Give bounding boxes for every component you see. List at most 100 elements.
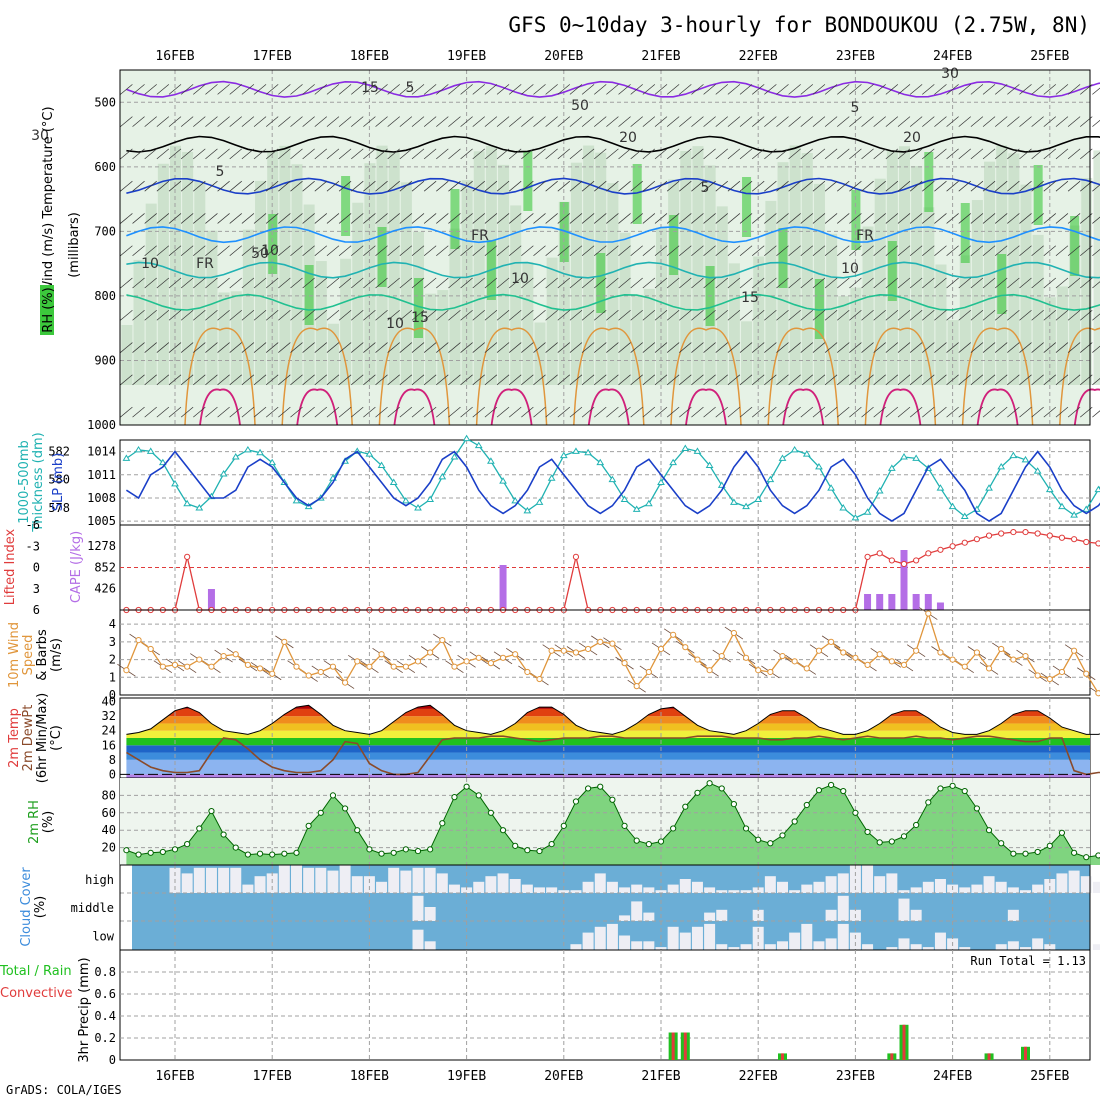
- cape-bar: [900, 550, 908, 610]
- rh-shade: [145, 203, 157, 385]
- wind-barb: [922, 374, 935, 386]
- wind-barb: [436, 342, 449, 353]
- wind-speed-marker: [645, 668, 652, 676]
- wind-barb: [909, 342, 923, 353]
- thickness-marker: [730, 498, 738, 505]
- wind-barb: [679, 180, 692, 192]
- wind-barb: [278, 213, 291, 224]
- wind-barb: [217, 245, 230, 256]
- wind-barb: [739, 245, 753, 256]
- wind-barb: [751, 84, 765, 95]
- wind-barb: [849, 374, 862, 386]
- li-marker: [1034, 530, 1041, 537]
- date-label-top: 17FEB: [253, 49, 292, 64]
- wind-barb: [302, 213, 315, 224]
- wind-barb: [897, 84, 911, 95]
- wind-barb: [144, 342, 157, 353]
- wind-barb: [630, 116, 643, 127]
- wind-barb: [934, 342, 947, 353]
- li-marker: [949, 543, 956, 550]
- wind-barb: [812, 374, 826, 386]
- temperature-contour: [126, 80, 1100, 98]
- wind-barb: [399, 374, 413, 386]
- wind-barb: [691, 277, 704, 289]
- wind-barb: [363, 374, 376, 386]
- wind-barb: [594, 84, 607, 95]
- wind-barb: [521, 406, 534, 418]
- wind-barb: [448, 374, 461, 386]
- wind-barb: [229, 148, 242, 160]
- wind-barb: [703, 180, 716, 192]
- wind-barb: [448, 310, 461, 321]
- wind-barb: [727, 310, 741, 321]
- wind-barb: [193, 116, 206, 127]
- wind-barb: [1007, 84, 1020, 95]
- wind-barb: [1055, 406, 1069, 418]
- wind-barb: [168, 406, 182, 418]
- warm-contour: [184, 327, 256, 426]
- wind-barb: [1043, 374, 1057, 386]
- rh-shade: [1044, 297, 1056, 385]
- wind-tick-label: 2: [109, 653, 116, 667]
- wind-barb: [666, 406, 680, 418]
- rh-shade: [1081, 177, 1093, 385]
- wind-barb: [715, 245, 728, 256]
- wind-barb: [205, 342, 218, 353]
- wind-barb: [569, 310, 583, 321]
- rh2m-marker: [1058, 829, 1066, 836]
- wind-barb: [399, 342, 413, 353]
- wind-barb: [581, 116, 595, 127]
- rh-shade: [498, 164, 510, 385]
- rh-moist-cell: [924, 152, 934, 212]
- wind-barb: [387, 213, 400, 224]
- rh-moist-cell: [742, 177, 752, 237]
- wind-barb: [217, 277, 230, 289]
- wind-barb: [885, 84, 899, 95]
- wind-barb: [338, 245, 352, 256]
- warm-contour: [864, 327, 937, 426]
- wind-barb: [423, 245, 437, 256]
- wind-barb: [654, 213, 668, 224]
- wind-barb: [436, 406, 449, 418]
- wind-barb: [679, 310, 692, 321]
- wind-barb: [642, 245, 656, 256]
- wind-barb: [326, 148, 340, 160]
- wind-speed-marker: [852, 654, 859, 661]
- wind-barb: [715, 406, 728, 418]
- wind-barb: [654, 277, 668, 289]
- wind-barb: [229, 342, 242, 353]
- rh2m-marker: [220, 831, 227, 838]
- temperature-contour: [126, 177, 1100, 195]
- panel-frame-precip: [119, 949, 1091, 1061]
- wind-barb: [545, 310, 558, 321]
- wind-barb: [581, 84, 595, 95]
- wind-barb: [484, 148, 498, 160]
- wind-barb: [168, 342, 182, 353]
- wind-barb: [156, 342, 170, 353]
- cloud-high-bar: [631, 884, 643, 893]
- date-label-bottom: 21FEB: [641, 1069, 680, 1084]
- rh-shade: [425, 293, 437, 385]
- wind-speed-marker: [925, 610, 932, 617]
- wind-barb: [338, 213, 352, 224]
- wind-barb: [253, 406, 267, 418]
- wind-barb: [180, 84, 194, 95]
- wind-barb: [581, 148, 595, 160]
- cloud-low-bar: [679, 932, 691, 950]
- thickness-marker: [377, 461, 386, 468]
- wind-barb: [897, 310, 911, 321]
- wind-barb: [132, 116, 145, 127]
- wind-barb: [472, 180, 485, 192]
- wind-barb: [217, 213, 230, 224]
- li-marker: [572, 553, 580, 560]
- wind-barb: [837, 277, 850, 289]
- wind-barb: [132, 310, 145, 321]
- wind-barb: [739, 148, 753, 160]
- wind-barb: [1043, 213, 1057, 224]
- wind-barb: [691, 180, 704, 192]
- hot-contour: [296, 388, 339, 426]
- cloud-middle-bar: [704, 912, 716, 921]
- date-label-top: 16FEB: [155, 49, 194, 64]
- wind-barb: [922, 310, 935, 321]
- precip-tick-label: 0.4: [94, 1009, 116, 1023]
